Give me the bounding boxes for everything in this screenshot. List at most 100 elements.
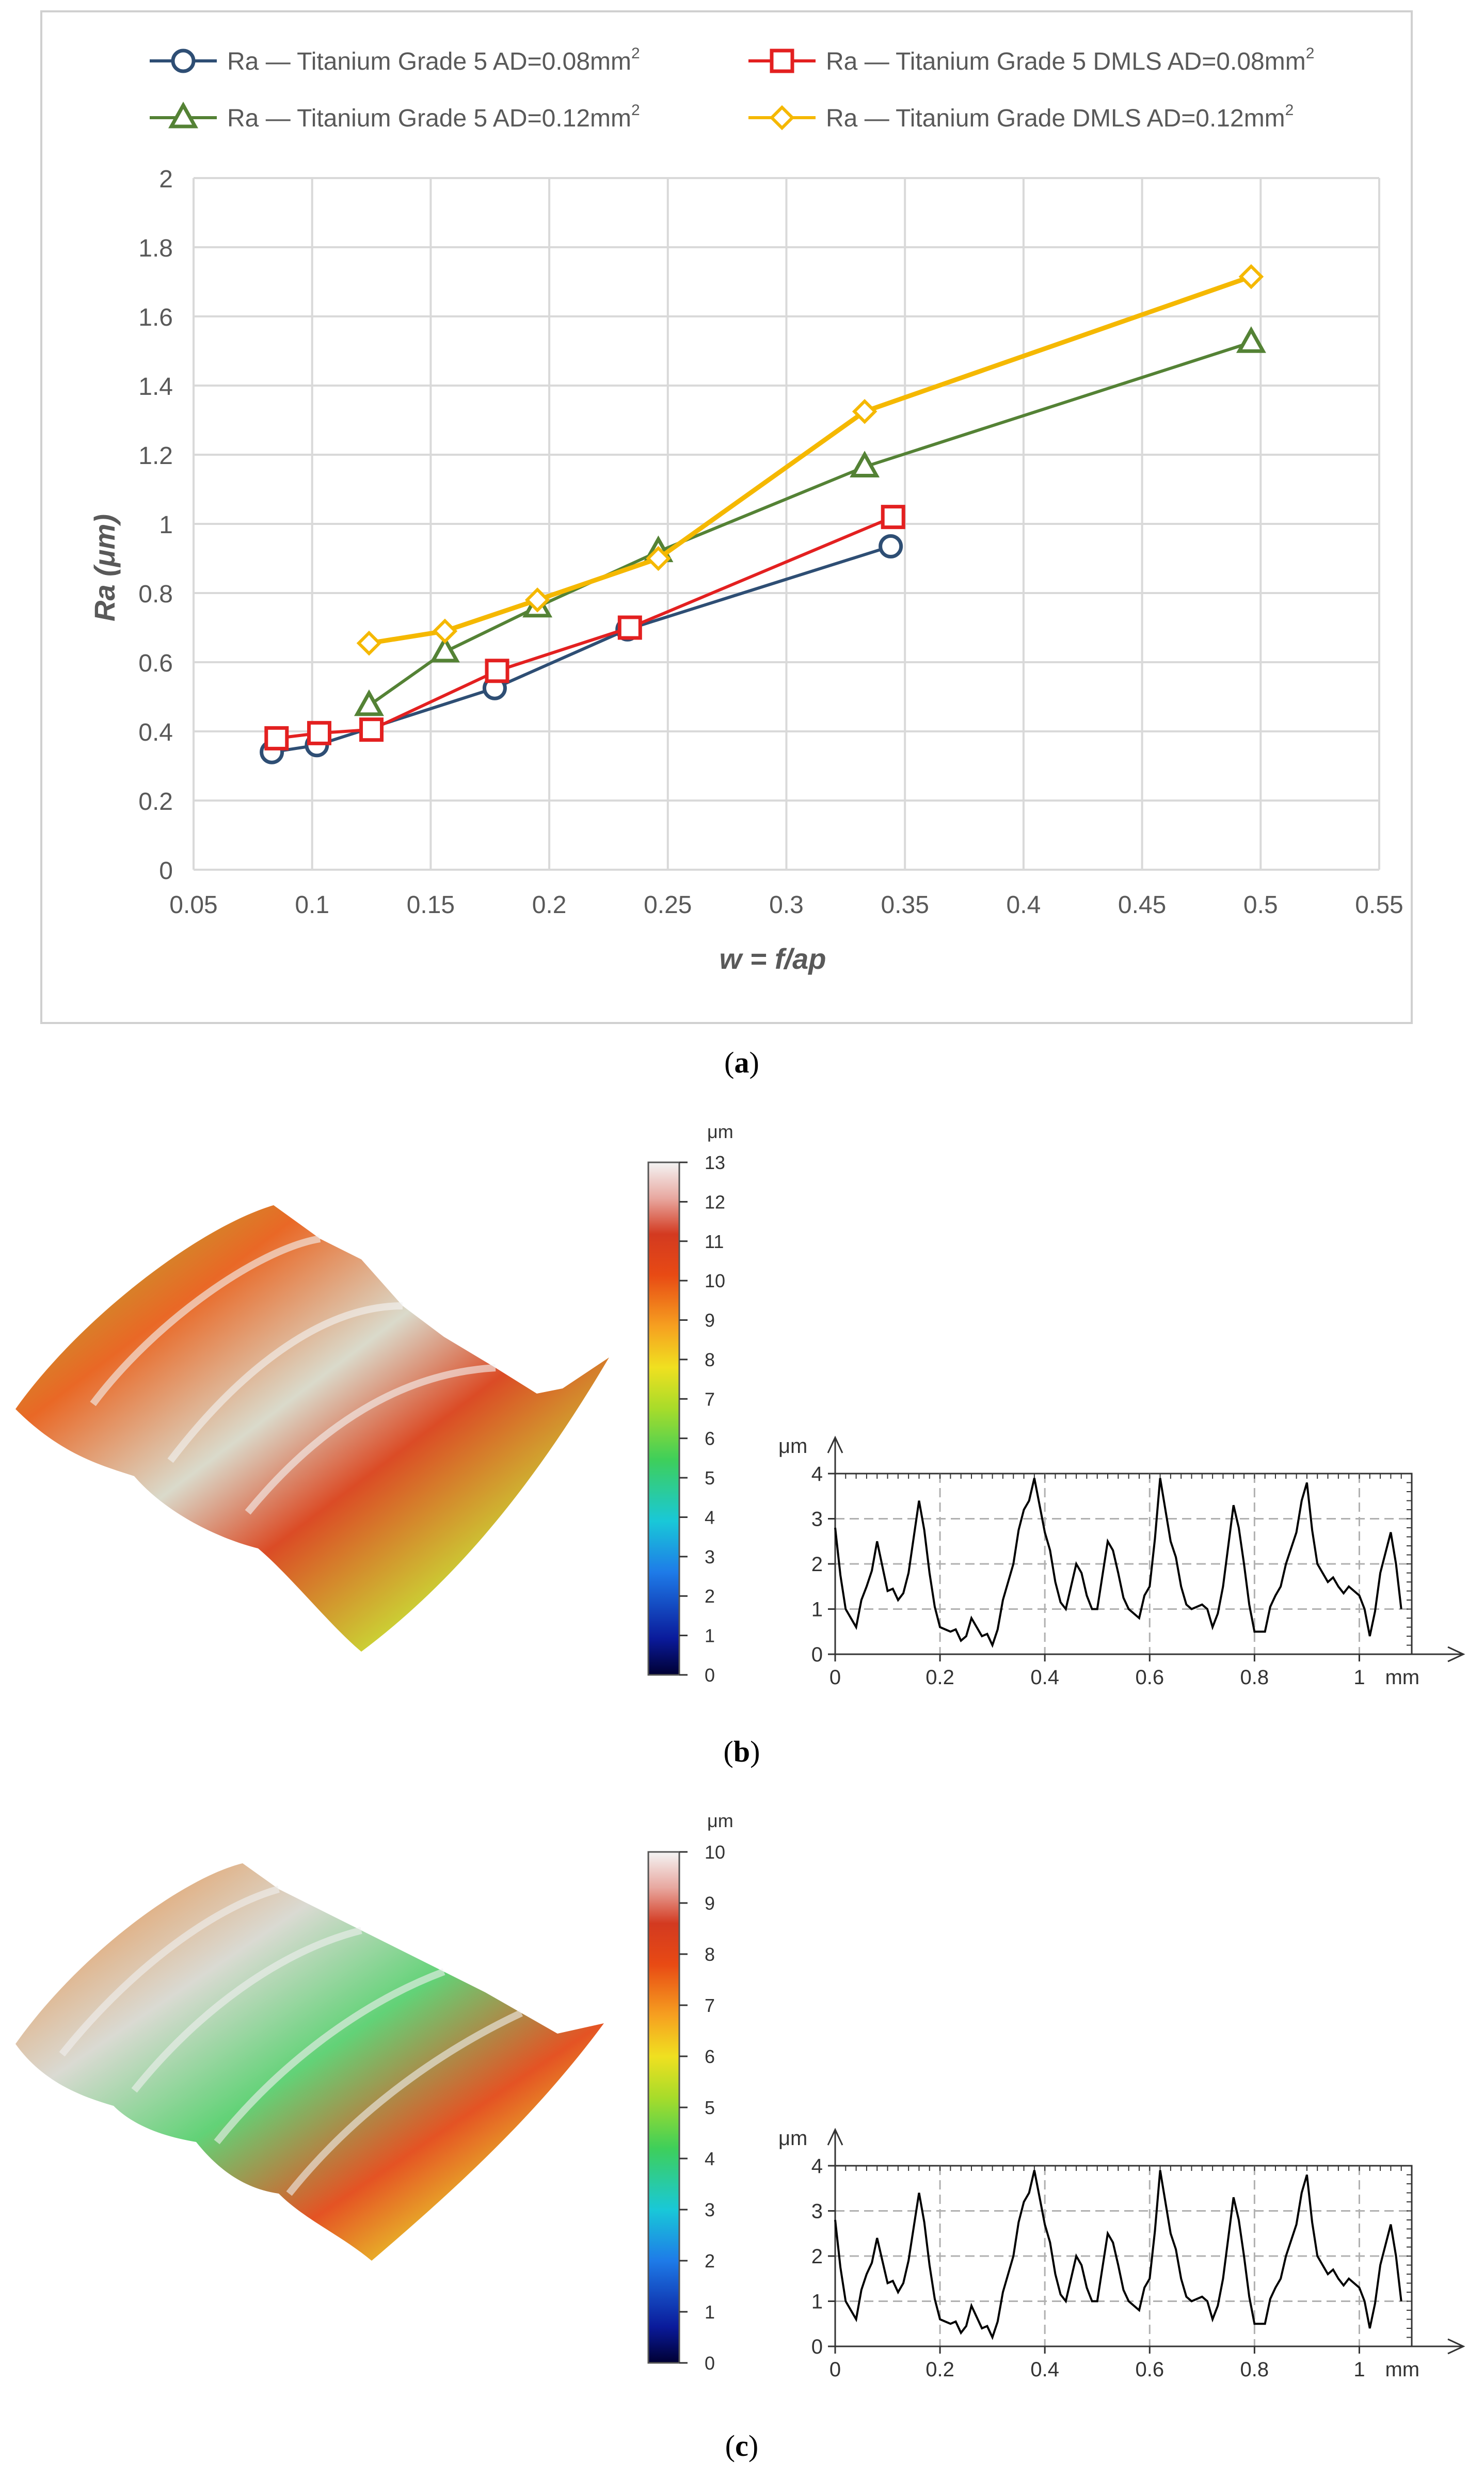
legend-entry-2: Ra — Titanium Grade 5 DMLS AD=0.08mm2 <box>748 45 1314 75</box>
data-point <box>879 534 903 559</box>
profile-x-tick-label: 0.8 <box>1240 1666 1269 1689</box>
colorbar-tick-label: 5 <box>705 2097 715 2118</box>
legend-entry-3: Ra — Titanium Grade 5 AD=0.12mm2 <box>150 101 640 132</box>
surface-ridge <box>214 1968 445 2145</box>
legend-marker <box>770 49 794 73</box>
profile-y-tick-label: 2 <box>811 1553 823 1576</box>
colorbar-tick-label: 7 <box>705 1995 715 2016</box>
profile-y-tick-label: 0 <box>811 1643 823 1666</box>
profile-trace <box>834 2170 1402 2340</box>
chart-a-x-ticks: 0.05 0.1 0.15 0.2 0.25 0.3 0.35 0.4 0.45 0.5 0.55 <box>169 891 1403 919</box>
series-2 <box>264 505 905 750</box>
legend-label: Ra — Titanium Grade DMLS AD=0.12mm2 <box>826 102 1294 132</box>
x-tick-label: 0.45 <box>1118 891 1166 919</box>
caption-c: (c) <box>725 2429 759 2463</box>
profile-chart-b: 0 1 2 3 4 0 0.2 0.4 0.6 0.8 1 μm mm <box>778 1435 1465 1689</box>
legend-sup: 2 <box>631 102 640 119</box>
profile-y-tick-label: 2 <box>811 2245 823 2268</box>
colorbar-tick-label: 7 <box>705 1388 715 1410</box>
caption-a-letter: a <box>734 1046 749 1079</box>
y-tick-label: 0.4 <box>138 719 173 746</box>
y-tick-label: 1.8 <box>138 235 173 262</box>
chart-panel-a: 00.20.40.60.811.21.41.61.82 0.05 0.1 0.15 0… <box>40 10 1413 1024</box>
caption-a: (a) <box>724 1046 759 1079</box>
caption-b: (b) <box>723 1735 760 1768</box>
profile-frame <box>834 2165 1413 2347</box>
surface-3d-render-b <box>15 1205 609 1652</box>
profile-x-axis-arrow <box>835 2338 1465 2355</box>
colorbar-tick-label: 2 <box>705 1586 715 1607</box>
colorbar-tick-label: 8 <box>705 1944 715 1965</box>
data-point <box>524 587 550 613</box>
data-point <box>354 689 384 716</box>
legend-marker <box>168 101 198 129</box>
legend-marker <box>769 105 795 131</box>
colorbar-tick-label: 6 <box>705 2046 715 2067</box>
data-point <box>1238 264 1264 290</box>
profile-x-axis-label: mm <box>1385 2358 1419 2381</box>
chart-a-legend: Ra — Titanium Grade 5 AD=0.08mm2 Ra — Tit… <box>150 45 1314 132</box>
data-point <box>485 659 509 683</box>
profile-x-tick-label: 0.4 <box>1030 1666 1059 1689</box>
colorbar-tick-label: 6 <box>705 1428 715 1449</box>
surface-ridge <box>286 2009 523 2196</box>
y-tick-label: 0 <box>159 857 173 885</box>
data-point <box>1236 326 1266 353</box>
x-tick-label: 0.25 <box>644 891 692 919</box>
profile-x-tick-label: 0.6 <box>1135 2358 1164 2381</box>
colorbar-tick-label: 3 <box>705 1546 715 1568</box>
profile-x-tick-label: 0.2 <box>925 2358 954 2381</box>
profile-y-axis-arrow <box>827 1435 843 1654</box>
series-4 <box>356 264 1264 656</box>
colorbar-tick-label: 3 <box>705 2199 715 2220</box>
chart-panel-c: μm 0 1 2 3 4 5 6 7 8 9 10 0 1 2 3 4 0 0.2 0.4 0.6 0.8 1 μm mm <box>15 1810 1465 2381</box>
profile-chart-c: 0 1 2 3 4 0 0.2 0.4 0.6 0.8 1 μm mm <box>778 2127 1465 2381</box>
profile-y-axis-label: μm <box>778 1435 807 1458</box>
legend-sup: 2 <box>1306 45 1315 62</box>
y-tick-label: 2 <box>159 166 173 193</box>
profile-x-tick-label: 1 <box>1353 1666 1365 1689</box>
data-point <box>850 451 880 477</box>
colorbar-tick-label: 2 <box>705 2250 715 2272</box>
data-point <box>432 618 458 644</box>
profile-x-tick-label: 0 <box>829 1666 841 1689</box>
surface-ridge <box>245 1364 496 1515</box>
colorbar-tick-label: 0 <box>705 2353 715 2374</box>
colorbar-tick-label: 5 <box>705 1467 715 1489</box>
profile-trace <box>834 1478 1402 1648</box>
data-point <box>852 399 877 424</box>
surface-ridge <box>167 1302 403 1463</box>
data-point <box>429 635 460 663</box>
surface-3d-render-c <box>15 1863 604 2261</box>
x-tick-label: 0.2 <box>532 891 567 919</box>
x-tick-label: 0.4 <box>1007 891 1041 919</box>
surface-ridge <box>131 1927 362 2093</box>
profile-y-tick-label: 0 <box>811 2336 823 2358</box>
y-tick-label: 1.2 <box>138 442 173 470</box>
y-tick-label: 1.6 <box>138 304 173 331</box>
legend-label: Ra — Titanium Grade 5 DMLS AD=0.08mm2 <box>826 45 1314 75</box>
data-point <box>307 721 331 745</box>
profile-y-axis-label: μm <box>778 2127 807 2150</box>
profile-y-tick-label: 1 <box>811 2291 823 2313</box>
caption-c-letter: c <box>735 2429 748 2463</box>
colorbar-tick-label: 13 <box>705 1152 725 1173</box>
x-tick-label: 0.3 <box>769 891 804 919</box>
profile-x-tick-label: 1 <box>1353 2358 1365 2381</box>
x-tick-label: 0.35 <box>881 891 929 919</box>
data-point <box>646 546 671 571</box>
legend-sup: 2 <box>1285 102 1294 119</box>
chart-a-x-axis-label: w = f/ap <box>720 942 826 975</box>
chart-a-series <box>260 264 1266 764</box>
colorbar-tick-label: 4 <box>705 2148 715 2169</box>
colorbar-tick-label: 1 <box>705 1625 715 1646</box>
chart-a-y-ticks: 0 0.2 0.4 0.6 0.8 1 1.2 1.4 1.6 1.8 2 <box>138 166 173 885</box>
colorbar-c <box>647 1851 680 2364</box>
y-tick-label: 0.8 <box>138 581 173 608</box>
data-point <box>264 726 289 750</box>
profile-y-tick-label: 1 <box>811 1598 823 1621</box>
data-point <box>881 505 905 530</box>
legend-entry-4: Ra — Titanium Grade DMLS AD=0.12mm2 <box>748 102 1294 132</box>
profile-y-tick-label: 4 <box>811 2155 823 2178</box>
